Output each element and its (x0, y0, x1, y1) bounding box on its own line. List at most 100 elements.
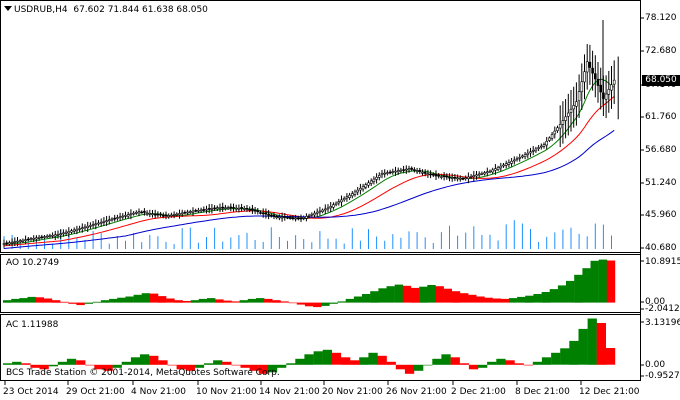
candle-body (485, 171, 489, 174)
ao-bar (606, 260, 616, 303)
ac-bar (532, 361, 543, 365)
ao-bar (247, 298, 257, 303)
candle-body (334, 202, 338, 205)
ao-bar (133, 294, 142, 303)
ac-bar (277, 364, 287, 368)
ac-bar (12, 361, 22, 365)
candle-body (458, 177, 462, 180)
candle-body (475, 174, 478, 177)
ao-bar (182, 301, 191, 303)
ao-bar (198, 298, 208, 303)
ao-label: AO 10.2749 (6, 258, 60, 268)
candle-body (91, 224, 95, 226)
candle-body (380, 173, 384, 175)
candle-body (283, 216, 287, 218)
ao-bar (256, 298, 265, 303)
candle-body (172, 214, 176, 216)
candle-body (148, 213, 152, 215)
ac-bar (103, 364, 113, 371)
candle-body (321, 209, 324, 212)
ac-bar (240, 364, 250, 368)
ao-bar (386, 286, 395, 303)
ac-bar (505, 360, 515, 365)
candle-body (402, 169, 405, 171)
ao-bar (590, 260, 599, 303)
candle-body (113, 217, 116, 220)
ac-bar (231, 364, 241, 366)
ac-bar (322, 349, 332, 365)
candle-body (534, 148, 538, 152)
candle-body (577, 91, 581, 102)
ao-bar (272, 300, 281, 303)
candle-body (383, 172, 387, 175)
candle-body (305, 216, 308, 219)
candle-body (132, 212, 135, 215)
candle-body (226, 207, 230, 210)
ao-bar (68, 302, 77, 304)
ac-bar (76, 360, 86, 365)
candle-body (291, 217, 295, 219)
candle-body (507, 162, 511, 165)
candle-body (404, 168, 408, 171)
candle-body (29, 238, 33, 240)
ac-bar (478, 364, 488, 368)
candle-body (56, 234, 60, 236)
candle-body (413, 169, 416, 171)
candle-body (75, 228, 79, 232)
ac-bar (587, 318, 597, 365)
ac-bar (514, 363, 524, 365)
time-axis-label: 2 Dec 21:00 (451, 387, 506, 397)
ac-bar (377, 355, 387, 365)
candle-body (67, 231, 71, 234)
candle-body (359, 187, 362, 191)
ac-axis-label: 0.00 (645, 360, 666, 370)
candle-body (124, 215, 127, 217)
candle-body (523, 154, 527, 157)
axis-ticks (4, 17, 644, 385)
candle-body (415, 170, 419, 173)
candle-body (518, 157, 522, 159)
candle-body (386, 172, 389, 174)
ac-bar (541, 357, 552, 365)
candle-body (234, 207, 238, 210)
ao-bar (231, 301, 240, 303)
ao-bar (598, 259, 608, 303)
ao-bar (215, 299, 224, 303)
candle-body (294, 217, 297, 220)
ac-bar (331, 352, 342, 365)
candle-body (375, 176, 378, 180)
ao-bar (378, 288, 387, 303)
candle-body (278, 216, 281, 219)
candles (2, 19, 619, 248)
candle-body (221, 206, 224, 209)
candle-body (526, 152, 530, 155)
candle-body (502, 164, 505, 167)
candle-body (70, 230, 73, 233)
candle-body (45, 235, 49, 238)
candle-body (480, 172, 484, 175)
candle-body (558, 124, 562, 129)
candle-body (207, 208, 211, 210)
candle-body (105, 220, 108, 222)
candle-body (591, 67, 594, 74)
ao-bar (557, 285, 567, 303)
candle-body (342, 198, 346, 201)
candle-body (126, 214, 130, 217)
candle-body (159, 213, 162, 216)
ac-histogram (3, 318, 616, 374)
ac-bar (94, 364, 104, 370)
ao-bar (264, 298, 273, 303)
candle-body (572, 105, 576, 110)
ao-bar (329, 302, 338, 304)
ao-bar (353, 296, 363, 303)
ao-bar (435, 286, 444, 303)
ao-bar (100, 300, 110, 303)
candle-body (569, 108, 573, 113)
candle-body (202, 209, 206, 211)
candle-body (361, 186, 365, 190)
candle-body (121, 215, 125, 218)
candle-body (340, 199, 343, 203)
candle-body (440, 176, 443, 178)
